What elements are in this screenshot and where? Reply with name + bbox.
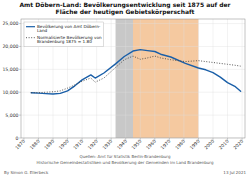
x-tick-label: 1900	[58, 139, 70, 151]
legend-swatch	[26, 37, 35, 38]
x-tick-label: 2020	[232, 139, 244, 151]
source: Historische Gemeindestatistiken und Bevö…	[37, 160, 214, 165]
x-grid-line	[242, 19, 243, 138]
x-grid-line	[111, 19, 112, 138]
y-tick	[19, 138, 21, 139]
legend-label-line: Land	[37, 28, 48, 33]
grid	[21, 19, 245, 138]
y-tick-label: 25,000	[2, 21, 18, 26]
y-tick-label: 10,000	[2, 90, 18, 95]
x-tick-label: 1930	[102, 139, 114, 151]
y-tick	[19, 92, 21, 93]
x-tick-label: 1980	[174, 139, 186, 151]
title: Amt Döbern-Land: Bevölkerungsentwicklung…	[19, 1, 230, 16]
y-tick	[19, 69, 21, 70]
x-grid-line	[140, 19, 141, 138]
y-tick	[19, 115, 21, 116]
annotations: Quellen: Amt für Statistik Berlin-Brande…	[4, 154, 246, 175]
axes: 1870188018901900191019201930194019501960…	[2, 21, 244, 150]
series-line	[31, 56, 240, 93]
legend-label-line: Brandenburg 1875 = 1.80	[37, 39, 92, 44]
shaded-range	[116, 19, 133, 138]
y-grid-line	[21, 115, 245, 116]
x-tick-label: 2010	[218, 139, 230, 151]
x-tick-label: 1970	[160, 139, 172, 151]
x-tick-label: 1950	[131, 139, 143, 151]
x-tick-label: 1890	[43, 139, 55, 151]
y-tick-label: 20,000	[2, 44, 18, 49]
author: By Simon G. Ellerbeck	[4, 170, 49, 175]
y-tick-label: 15,000	[2, 67, 18, 72]
date: 13 Jul 2021	[223, 170, 246, 175]
legend-swatch	[26, 26, 35, 27]
x-grid-line	[125, 19, 126, 138]
x-tick-label: 1910	[72, 139, 84, 151]
x-tick-label: 1990	[189, 139, 201, 151]
plot-area	[21, 19, 245, 138]
x-tick-label: 1880	[29, 139, 41, 151]
source: Quellen: Amt für Statistik Berlin-Brande…	[80, 154, 171, 159]
y-tick	[19, 46, 21, 47]
y-grid-line	[21, 69, 245, 70]
x-tick-label: 1940	[116, 139, 128, 151]
x-grid-line	[169, 19, 170, 138]
x-grid-line	[154, 19, 155, 138]
chart: Amt Döbern-Land: Bevölkerungsentwicklung…	[0, 0, 250, 177]
y-tick-label: 0	[16, 136, 19, 141]
x-grid-line	[183, 19, 184, 138]
x-tick-label: 2000	[203, 139, 215, 151]
legend-label: Bevölkerung von Amt Döbern-Land	[37, 24, 101, 34]
x-grid-line	[227, 19, 228, 138]
legend: Bevölkerung von Amt Döbern-LandNormalisi…	[24, 22, 104, 47]
legend-frame	[24, 22, 104, 47]
x-grid-line	[198, 19, 199, 138]
title-line: Fläche der heutigen Gebietskörperschaft	[56, 8, 195, 16]
shaded-range	[133, 19, 198, 138]
legend-label: Normalisierte Bevölkerung vonBrandenburg…	[37, 35, 102, 45]
plot-frame	[21, 19, 245, 138]
x-tick-label: 1960	[145, 139, 157, 151]
y-tick	[19, 23, 21, 24]
x-grid-line	[213, 19, 214, 138]
plot-data	[21, 19, 245, 138]
series-line	[31, 50, 240, 94]
x-tick-label: 1920	[87, 139, 99, 151]
y-tick-label: 5,000	[5, 113, 18, 118]
